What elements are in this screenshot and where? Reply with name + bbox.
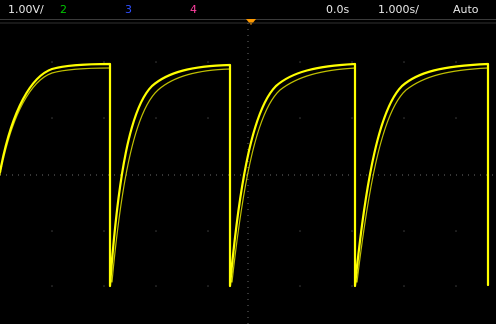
grid-dot — [51, 61, 53, 63]
grid-dot — [403, 230, 405, 232]
grid-dot — [403, 61, 405, 63]
waveform-trace-highlight — [0, 67, 489, 283]
trigger-position-marker-icon — [246, 19, 256, 25]
grid-dot — [207, 61, 209, 63]
trigger-mode[interactable]: Auto — [453, 3, 479, 16]
grid-dot — [207, 230, 209, 232]
grid-dot — [51, 117, 53, 119]
waveform-screen — [0, 22, 496, 324]
grid-dot — [299, 230, 301, 232]
grid-dot — [299, 285, 301, 287]
grid-dot — [51, 230, 53, 232]
grid-dot — [51, 285, 53, 287]
grid-dot — [403, 117, 405, 119]
grid-dot — [155, 230, 157, 232]
waveform-trace — [0, 62, 490, 288]
channel-2-label[interactable]: 2 — [60, 3, 67, 16]
grid-dot — [351, 61, 353, 63]
grid-dot — [155, 285, 157, 287]
channel-1-waveform — [0, 62, 490, 288]
grid-dots — [51, 61, 457, 287]
grid-dot — [103, 285, 105, 287]
channel-4-label[interactable]: 4 — [190, 3, 197, 16]
time-offset[interactable]: 0.0s — [326, 3, 350, 16]
grid-dot — [455, 230, 457, 232]
grid-dot — [155, 117, 157, 119]
grid-dot — [455, 61, 457, 63]
grid-dot — [455, 285, 457, 287]
grid-dot — [351, 117, 353, 119]
status-bar: 1.00V/ 2 3 4 0.0s 1.000s/ Auto — [0, 0, 496, 20]
grid-dot — [103, 230, 105, 232]
grid-dot — [207, 285, 209, 287]
grid-dot — [351, 285, 353, 287]
grid-dot — [103, 61, 105, 63]
grid-dot — [455, 117, 457, 119]
grid-dot — [299, 61, 301, 63]
grid-dot — [351, 230, 353, 232]
grid-dot — [155, 61, 157, 63]
time-scale[interactable]: 1.000s/ — [378, 3, 419, 16]
grid-dot — [103, 117, 105, 119]
channel-1-scale[interactable]: 1.00V/ — [8, 3, 44, 16]
grid-dot — [207, 117, 209, 119]
grid-dot — [403, 285, 405, 287]
grid-dot — [299, 117, 301, 119]
channel-3-label[interactable]: 3 — [125, 3, 132, 16]
